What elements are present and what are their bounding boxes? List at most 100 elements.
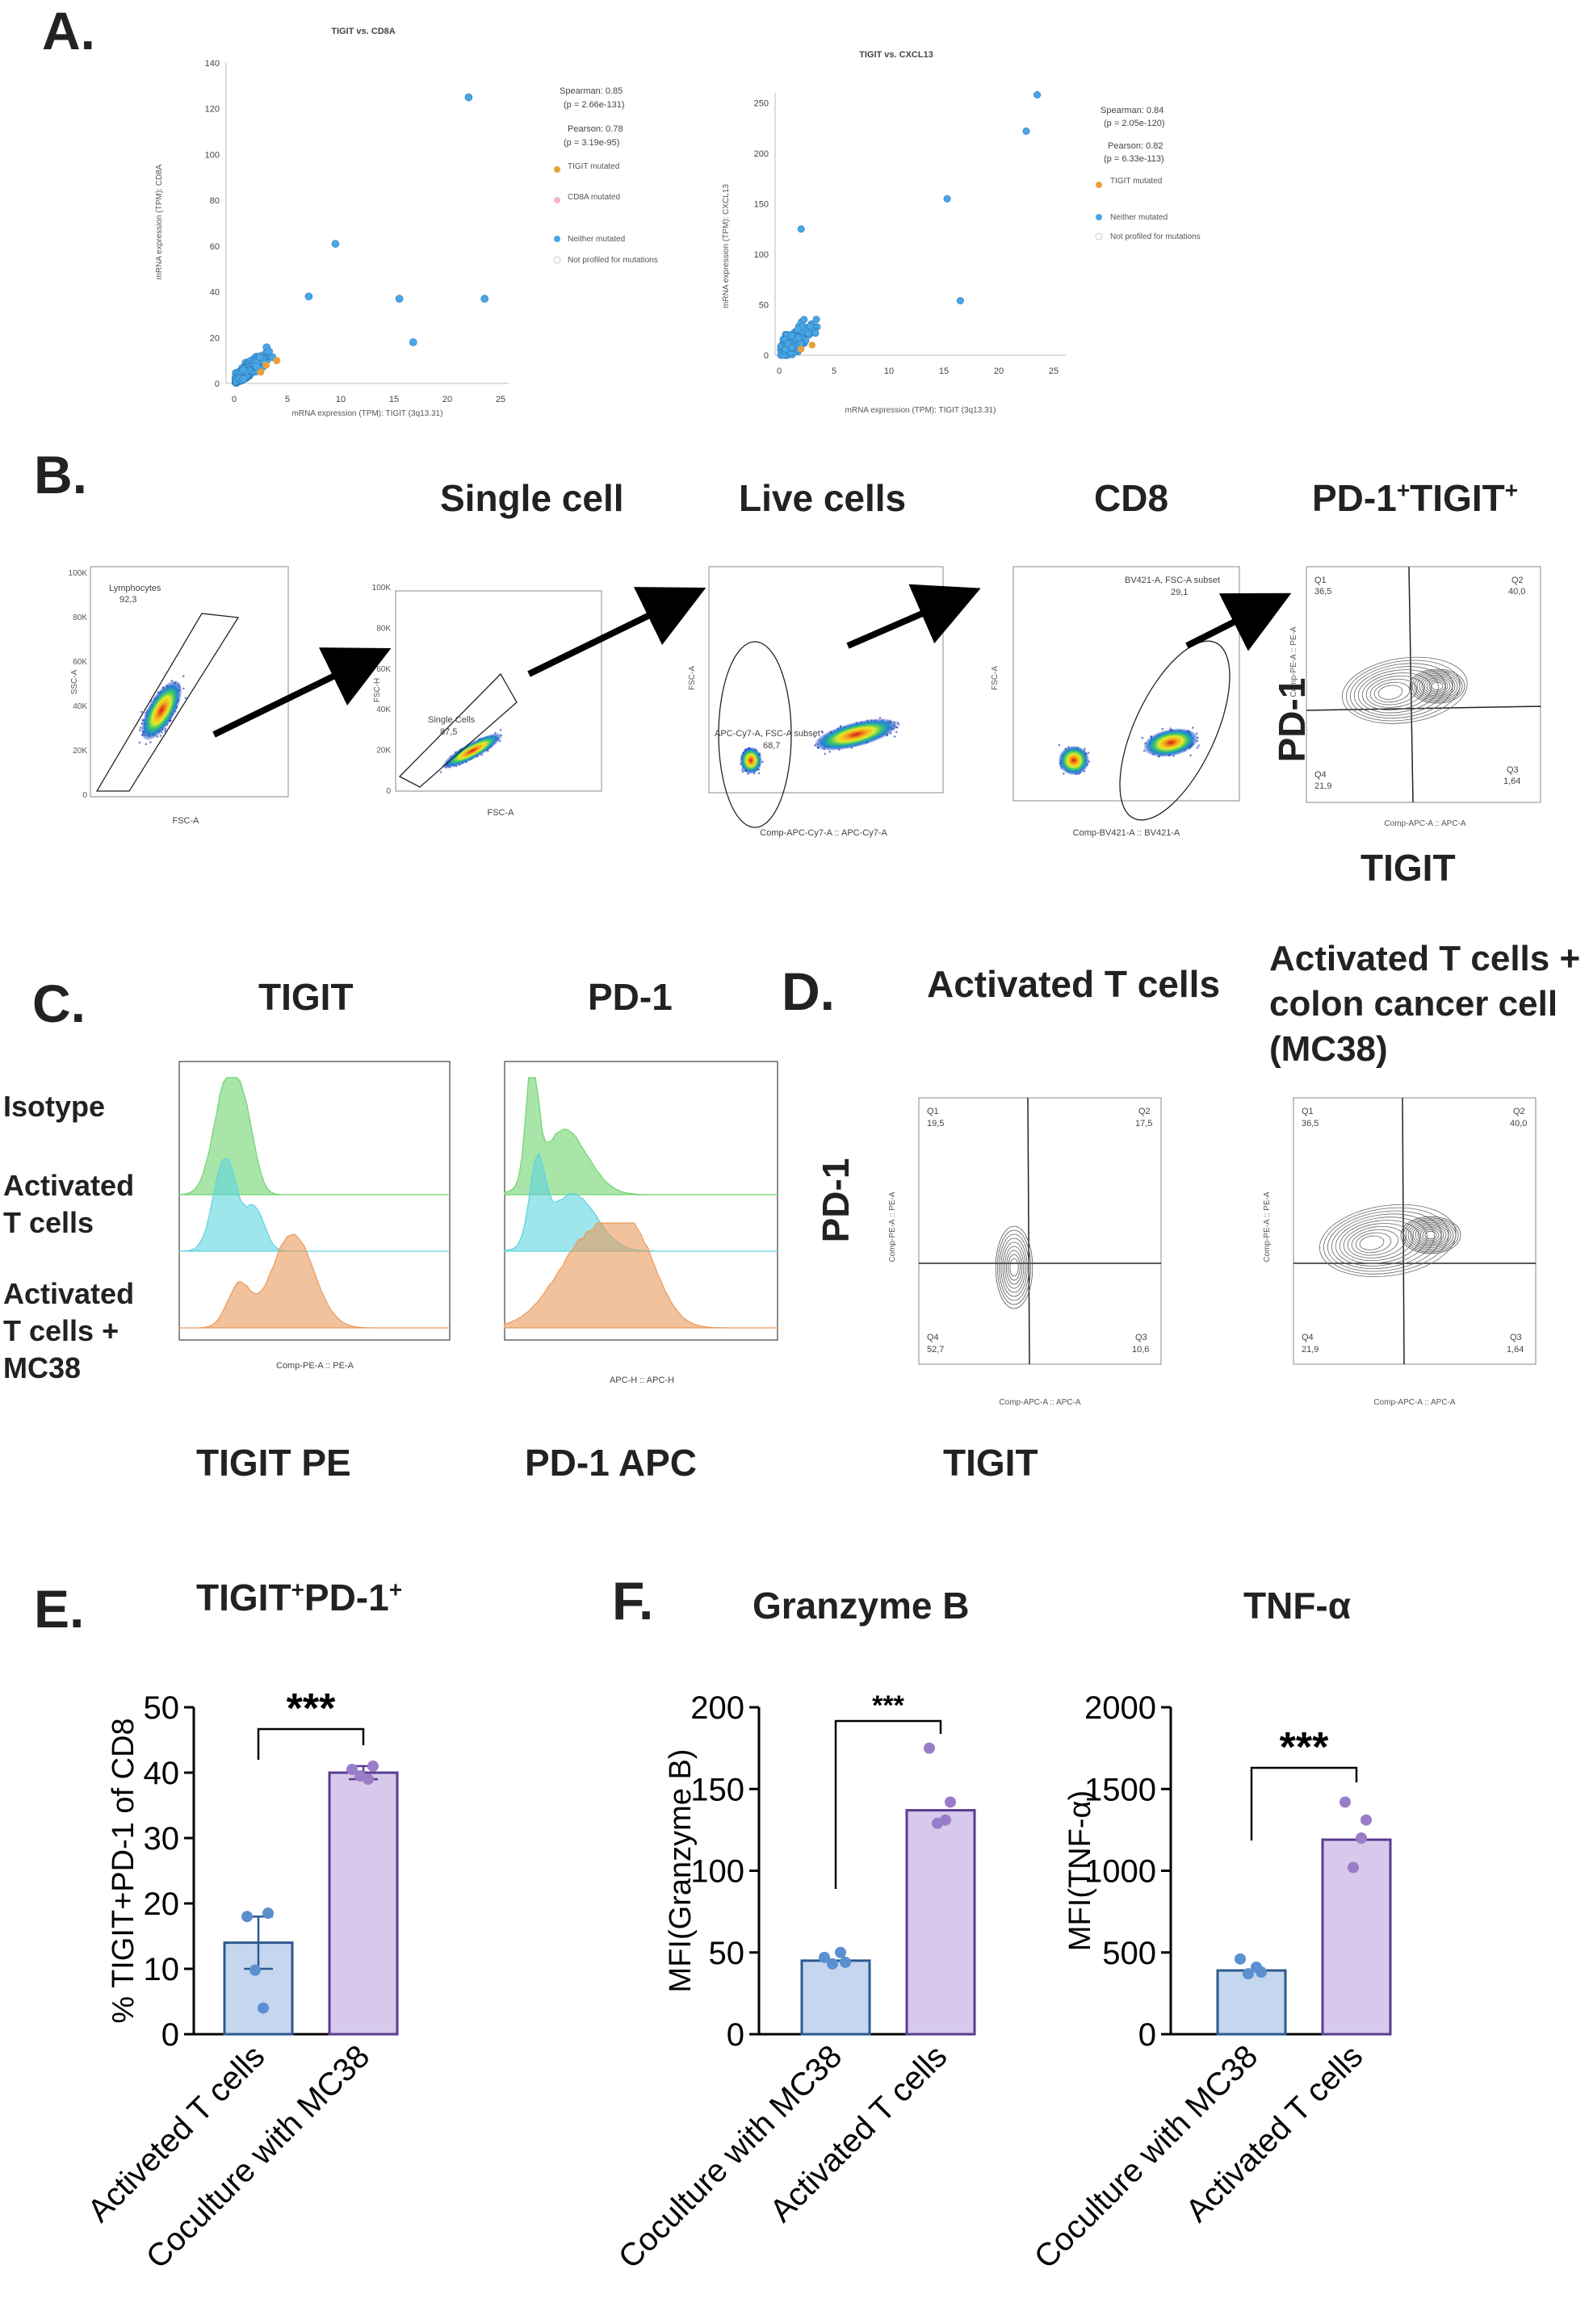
scatter-title: TIGIT vs. CXCL13: [859, 50, 933, 60]
y-tick-label: 10: [144, 1952, 180, 1987]
y-tick-label: 0: [1138, 2017, 1156, 2053]
a2-point: [804, 329, 812, 337]
arrow-4: [1185, 593, 1292, 651]
y-tick-label: 20: [144, 1886, 180, 1922]
y-tick-label: 100: [690, 1854, 744, 1890]
p1-ytick: 0: [82, 791, 87, 800]
a1-point-mut: [257, 368, 265, 376]
q2-value: 17,5: [1135, 1119, 1152, 1129]
gate-title-single: Single cell: [440, 477, 624, 519]
category-label: Activeted T cells: [81, 2038, 271, 2229]
hist-layer: [178, 1158, 450, 1252]
a2-point: [811, 329, 820, 337]
a2-point: [800, 316, 808, 324]
a2-point: [787, 332, 795, 340]
contour-frame: [918, 1097, 1162, 1365]
plot-cd8: [1013, 566, 1240, 802]
data-point: [258, 2002, 269, 2014]
scatter-xlabel: mRNA expression (TPM): TIGIT (3q13.31): [845, 406, 996, 415]
gate-title-cd8: CD8: [1094, 477, 1169, 519]
q1-value: 36,5: [1302, 1119, 1319, 1129]
a1-ytick: 40: [210, 288, 220, 298]
hist1-axis: Comp-PE-A :: PE-A: [276, 1361, 354, 1371]
a2-ytick: 150: [754, 200, 769, 210]
gate-live-label: APC-Cy7-A, FSC-A subset: [715, 729, 820, 739]
panel-letter-d: D.: [782, 961, 835, 1021]
gate-lymph-value: 92,3: [119, 595, 136, 605]
panel-letter-c: C.: [32, 974, 86, 1033]
y-tick-label: 200: [690, 1690, 744, 1726]
contour-xlabel: Comp-APC-A :: APC-A: [1373, 1398, 1455, 1407]
category-label: Activated T cells: [763, 2038, 954, 2229]
cloud-lymph: [138, 675, 187, 746]
hist-layer: [504, 1077, 778, 1195]
legend-marker-cd8a: [554, 197, 560, 203]
y-tick-label: 50: [144, 1690, 180, 1726]
hist-bottom-tigit-pe: TIGIT PE: [196, 1442, 351, 1484]
data-point: [924, 1742, 935, 1754]
a1-point: [252, 362, 261, 371]
p3-ylabel: FSC-A: [688, 666, 697, 690]
q2-value: 40,0: [1510, 1119, 1527, 1129]
data-point: [840, 1956, 851, 1968]
y-axis-label: MFI(Granzyme B): [664, 1749, 698, 1993]
scatter-title: TIGIT vs. CD8A: [331, 27, 396, 36]
gate-live-value: 68,7: [763, 741, 780, 751]
f-title-granzyme: Granzyme B: [753, 1585, 970, 1627]
q3-value: 1,64: [1503, 777, 1520, 786]
gating-strategy: Lymphocytes 92,3 0 20K 40K 60K 80K 100K FSC-A SSC…: [69, 566, 1541, 838]
a1-point: [464, 93, 473, 102]
a2-xtick: 20: [994, 366, 1004, 376]
category-label: Activated T cells: [1179, 2038, 1369, 2229]
arrow-2: [527, 587, 706, 677]
legend-marker-neither: [1096, 214, 1102, 220]
scatter-ylabel: mRNA expression (TPM): CD8A: [155, 164, 164, 279]
a1-ytick: 140: [205, 59, 220, 69]
sig-bracket: [834, 1719, 942, 1889]
row-activated: Activated T cells: [3, 1169, 135, 1239]
scatter-stats: Spearman: 0.85 (p = 2.66e-131) Pearson: …: [560, 86, 625, 148]
panel-letter-f: F.: [612, 1571, 654, 1631]
a1-point: [395, 295, 404, 303]
data-point: [363, 1773, 374, 1786]
pearson: Pearson: 0.78: [568, 124, 623, 134]
a1-ytick: 100: [205, 150, 220, 160]
legend-marker-tigit: [1096, 182, 1102, 188]
q3-label: Q3: [1510, 1333, 1522, 1342]
a2-ytick: 0: [764, 351, 769, 361]
a2-point: [794, 325, 802, 333]
a1-point: [265, 347, 273, 356]
cloud-live-2: [813, 717, 900, 756]
p1-ytick: 80K: [73, 613, 87, 622]
q3-label: Q3: [1135, 1333, 1147, 1342]
contour-xlabel: Comp-APC-A :: APC-A: [999, 1398, 1080, 1407]
sig-stars: ***: [1280, 1724, 1329, 1771]
scatter-xlabel: mRNA expression (TPM): TIGIT (3q13.31): [292, 409, 443, 418]
scatter-tigit-cd8a: TIGIT vs. CD8A 0 20 40 60 80 100 120 140 0 5 10 15 2…: [155, 27, 658, 418]
q4-label: Q4: [1314, 770, 1327, 780]
histograms: Comp-PE-A :: PE-A APC-H :: APC-H: [178, 1061, 778, 1385]
a2-point: [956, 296, 964, 304]
gate-single-value: 87,5: [440, 727, 457, 737]
legend-marker-neither: [554, 236, 560, 242]
a1-ytick: 0: [215, 379, 220, 389]
legend-notprofiled: Not profiled for mutations: [1110, 232, 1201, 241]
y-tick-label: 2000: [1084, 1690, 1156, 1726]
plot-pd1-tigit: [1306, 566, 1541, 803]
a2-point: [788, 344, 796, 352]
q3-value: 10,6: [1132, 1345, 1149, 1355]
scatter-plot-area: [774, 93, 1066, 356]
y-axis-label: MFI(TNF-α): [1063, 1790, 1097, 1951]
p2-xlabel: FSC-A: [488, 808, 515, 818]
q2-label: Q2: [1511, 576, 1524, 585]
sig-bracket: [257, 1727, 365, 1760]
q4-label: Q4: [927, 1333, 939, 1342]
y-axis-label: % TIGIT+PD-1 of CD8: [107, 1718, 140, 2023]
a1-point: [304, 292, 313, 301]
arrow-3: [846, 584, 981, 649]
a1-ytick: 80: [210, 196, 220, 206]
gate-lymph-label: Lymphocytes: [109, 584, 161, 593]
scatter-tigit-cxcl13: TIGIT vs. CXCL13 0 50 100 150 200 250 0 5 10 15 20…: [722, 50, 1201, 415]
legend-marker-tigit: [554, 166, 560, 173]
hist-frame: [504, 1061, 778, 1341]
